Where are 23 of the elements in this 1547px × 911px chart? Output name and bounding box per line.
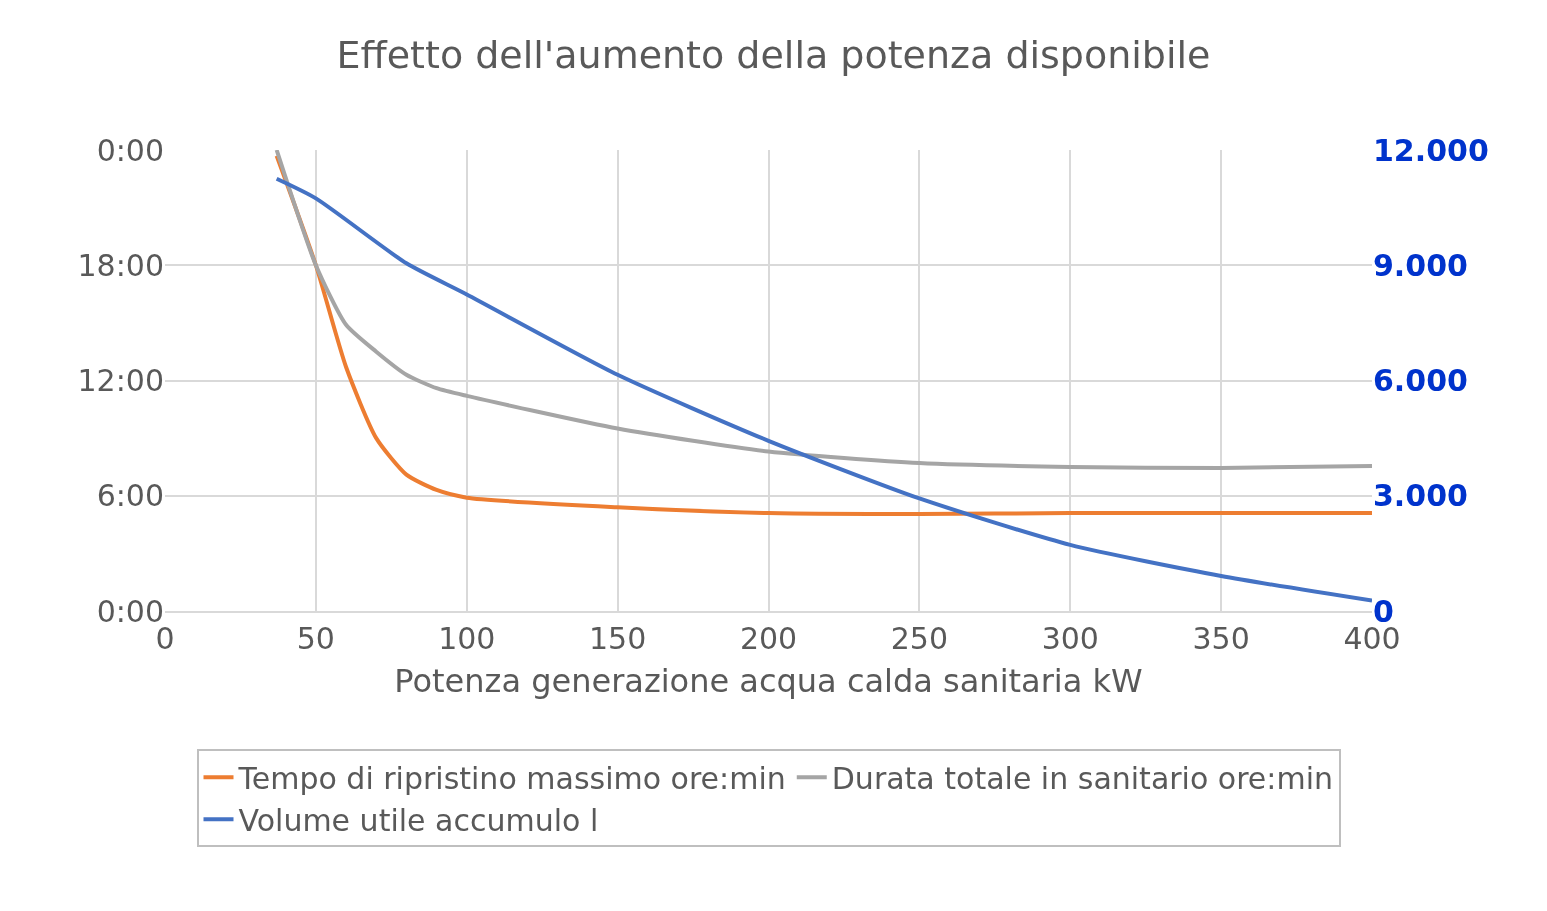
x-tick-label: 350: [1192, 621, 1250, 656]
line-series: [274, 176, 1372, 603]
x-tick-label: 400: [1343, 621, 1401, 656]
legend-label: Durata totale in sanitario ore:min: [831, 761, 1333, 796]
y-tick-label: 0:00: [96, 132, 164, 168]
y2-tick-label: 12.000: [1373, 132, 1489, 168]
x-tick-label: 100: [438, 621, 496, 656]
x-tick-label: 250: [890, 621, 949, 656]
y-tick-label: 18:00: [77, 247, 164, 283]
x-tick-label: 150: [589, 621, 647, 656]
chart-title: Effetto dell'aumento della potenza disponibile: [336, 32, 1211, 77]
x-tick-label: 0: [155, 621, 175, 656]
x-tick-label: 50: [296, 621, 335, 656]
y2-tick-label: 9.000: [1373, 247, 1468, 283]
y-tick-label: 6:00: [96, 478, 164, 514]
x-tick-label: 300: [1041, 621, 1099, 656]
legend-label: Tempo di ripristino massimo ore:min: [237, 761, 786, 796]
y2-tick-label: 6.000: [1373, 363, 1468, 398]
x-axis-title: Potenza generazione acqua calda sanitaria kW: [394, 662, 1143, 701]
legend-label: Volume utile accumulo l: [238, 803, 599, 838]
y-tick-label: 12:00: [77, 363, 164, 398]
y2-tick-label: 3.000: [1373, 478, 1468, 514]
x-tick-label: 200: [739, 621, 798, 656]
